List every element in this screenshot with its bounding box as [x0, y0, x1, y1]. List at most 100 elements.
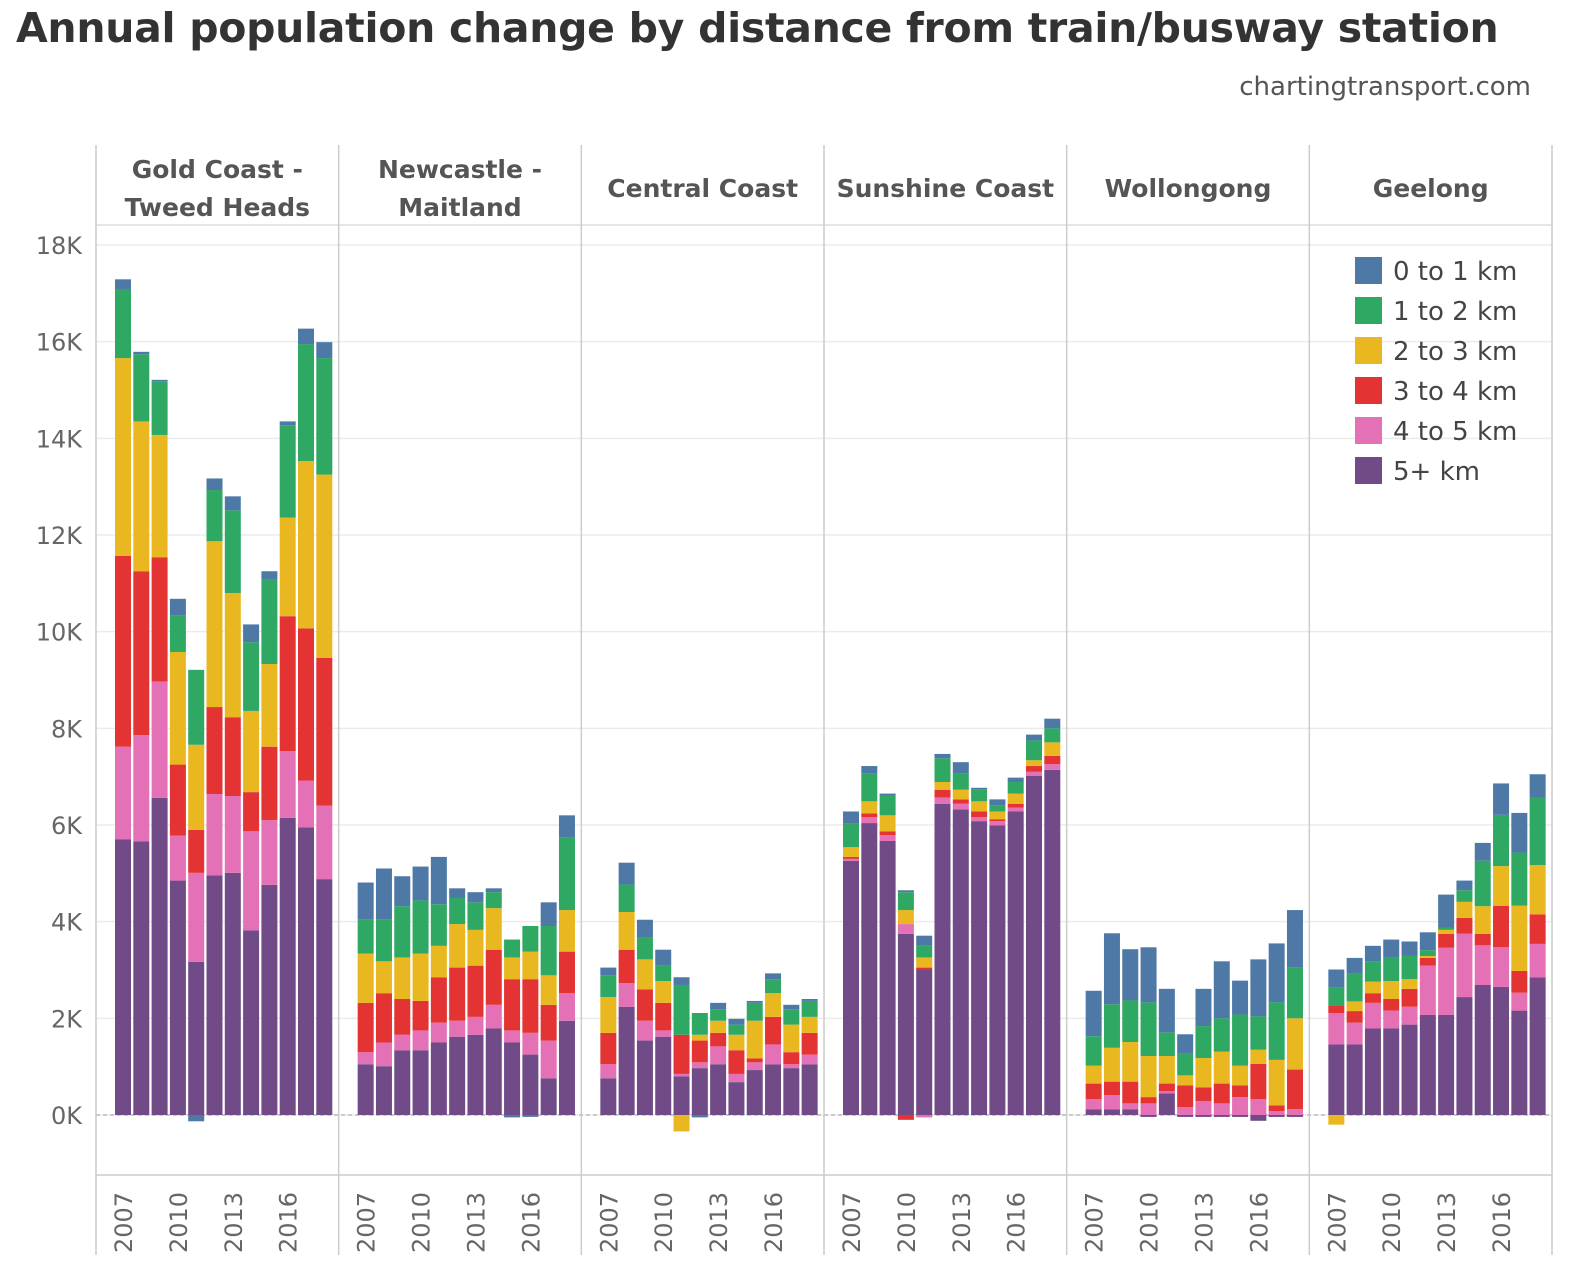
bar-segment-2010-1-to-2-km — [412, 900, 429, 954]
bar-segment-2009-3-to-4-km — [394, 999, 411, 1035]
bar-segment-2017-4-to-5-km — [1026, 771, 1042, 776]
bar-segment-2009-2-to-3-km — [879, 815, 896, 832]
bar-segment-2010-5-km — [1140, 1115, 1157, 1117]
bar-segment-2016-4-to-5-km — [279, 751, 296, 818]
bar-segment-2014-3-to-4-km — [971, 811, 988, 818]
bar-segment-2016-4-to-5-km — [1493, 947, 1510, 987]
bar-segment-2011-0-to-1-km — [188, 1115, 205, 1122]
legend-swatch — [1355, 417, 1382, 444]
bar-segment-2011-1-to-2-km — [188, 669, 205, 745]
bar-segment-2009-0-to-1-km — [1364, 945, 1381, 962]
bar-segment-2016-5-km — [279, 817, 296, 1115]
bar-segment-2017-3-to-4-km — [540, 1004, 557, 1041]
bar-segment-2011-5-km — [430, 1042, 447, 1115]
bar-segment-2011-3-to-4-km — [430, 977, 447, 1023]
bar-segment-2013-3-to-4-km — [224, 717, 241, 796]
bar-segment-2010-0-to-1-km — [1140, 947, 1157, 1003]
bar-segment-2011-2-to-3-km — [188, 744, 205, 830]
bar-segment-2015-4-to-5-km — [261, 820, 278, 885]
x-tick-label: 2013 — [1433, 1192, 1461, 1253]
bar-segment-2008-5-km — [1103, 1109, 1120, 1115]
x-tick-label: 2007 — [595, 1192, 623, 1253]
bar-segment-2011-1-to-2-km — [673, 984, 690, 1035]
bar-segment-2013-5-km — [952, 809, 969, 1115]
bar-segment-2017-1-to-2-km — [1026, 740, 1042, 761]
bar-segment-2017-3-to-4-km — [1268, 1105, 1285, 1112]
bar-segment-2011-1-to-2-km — [1158, 1032, 1175, 1057]
bar-segment-2018-3-to-4-km — [1044, 755, 1061, 765]
bar-segment-2016-3-to-4-km — [279, 616, 296, 752]
bar-segment-2015-3-to-4-km — [261, 746, 278, 821]
bar-segment-2012-1-to-2-km — [1177, 1053, 1194, 1076]
panel-wollongong: Wollongong 2007 2010 2013 2016 — [1081, 174, 1303, 1253]
bar-segment-2009-1-to-2-km — [394, 906, 411, 958]
bar-segment-2017-4-to-5-km — [298, 780, 314, 828]
bar-segment-2017-0-to-1-km — [1268, 943, 1285, 1003]
bar-segment-2016-2-to-3-km — [1007, 793, 1024, 804]
bar-segment-2017-4-to-5-km — [1511, 992, 1528, 1011]
bar-segment-2012-5-km — [934, 803, 951, 1115]
bar-segment-2010-2-to-3-km — [412, 953, 429, 1001]
bar-segment-2011-0-to-1-km — [1158, 988, 1175, 1033]
bar-segment-2015-4-to-5-km — [1474, 945, 1491, 985]
bar-segment-2009-2-to-3-km — [1122, 1042, 1139, 1082]
bar-segment-2018-4-to-5-km — [801, 1054, 818, 1065]
bar-segment-2008-2-to-3-km — [375, 961, 392, 994]
bar-segment-2015-1-to-2-km — [1232, 1014, 1249, 1066]
bar-segment-2011-2-to-3-km — [1158, 1056, 1175, 1084]
bar-segment-2008-2-to-3-km — [1346, 1001, 1363, 1012]
bar-segment-2011-4-to-5-km — [1401, 1006, 1418, 1025]
bar-segment-2016-1-to-2-km — [522, 926, 539, 952]
bar-segment-2018-0-to-1-km — [1529, 774, 1546, 798]
bar-segment-2016-5-km — [765, 1064, 782, 1115]
bar-segment-2008-5-km — [133, 841, 150, 1115]
bar-segment-2014-0-to-1-km — [971, 787, 988, 790]
bar-segment-2011-1-to-2-km — [1401, 955, 1418, 980]
x-tick-label: 2016 — [1488, 1192, 1516, 1253]
bar-segment-2008-0-to-1-km — [375, 868, 392, 920]
bar-segment-2012-5-km — [1419, 1014, 1436, 1115]
bar-segment-2015-1-to-2-km — [504, 939, 521, 958]
bar-segment-2007-5-km — [357, 1064, 374, 1115]
bar-segment-2009-1-to-2-km — [151, 381, 168, 435]
y-tick-label: 10K — [36, 619, 84, 647]
bar-segment-2009-3-to-4-km — [636, 989, 653, 1021]
bar-segment-2014-4-to-5-km — [1456, 933, 1473, 998]
bar-segment-2008-5-km — [618, 1006, 635, 1115]
bar-segment-2017-4-to-5-km — [783, 1064, 800, 1069]
bar-segment-2013-2-to-3-km — [467, 929, 484, 966]
bar-segment-2015-0-to-1-km — [261, 571, 278, 579]
bar-segment-2007-3-to-4-km — [600, 1032, 617, 1065]
bar-segment-2015-4-to-5-km — [504, 1030, 521, 1043]
bar-segment-2016-2-to-3-km — [765, 993, 782, 1017]
bar-segment-2017-5-km — [783, 1068, 800, 1115]
bar-segment-2016-3-to-4-km — [1493, 905, 1510, 948]
bar-segment-2015-1-to-2-km — [989, 805, 1006, 812]
bar-segment-2007-1-to-2-km — [843, 823, 859, 848]
legend-label: 0 to 1 km — [1393, 257, 1517, 287]
bar-segment-2008-3-to-4-km — [861, 813, 878, 818]
legend-label: 2 to 3 km — [1393, 337, 1517, 367]
bar-segment-2014-1-to-2-km — [485, 892, 502, 909]
bar-segment-2018-3-to-4-km — [558, 951, 575, 994]
bar-segment-2014-5-km — [728, 1082, 745, 1115]
bar-segment-2011-2-to-3-km — [673, 1115, 690, 1132]
bar-segment-2015-5-km — [989, 825, 1006, 1115]
bar-segment-2015-0-to-1-km — [1232, 980, 1249, 1015]
bar-segment-2017-0-to-1-km — [783, 1004, 800, 1010]
bar-segment-2012-3-to-4-km — [934, 789, 951, 798]
bar-segment-2016-1-to-2-km — [1250, 1016, 1267, 1050]
bar-segment-2007-0-to-1-km — [357, 882, 374, 920]
bar-segment-2009-5-km — [636, 1040, 653, 1115]
bar-segment-2014-5-km — [971, 821, 988, 1115]
bar-segment-2011-1-to-2-km — [916, 945, 933, 958]
bar-segment-2012-4-to-5-km — [1177, 1107, 1194, 1115]
bar-segment-2013-5-km — [467, 1034, 484, 1115]
bar-segment-2008-3-to-4-km — [618, 949, 635, 984]
bar-segment-2012-2-to-3-km — [449, 924, 466, 968]
bar-segment-2015-5-km — [1474, 984, 1491, 1115]
bar-segment-2012-2-to-3-km — [1419, 955, 1436, 958]
bar-segment-2011-2-to-3-km — [916, 957, 933, 968]
legend-label: 5+ km — [1393, 457, 1480, 487]
bar-segment-2010-1-to-2-km — [169, 615, 186, 652]
